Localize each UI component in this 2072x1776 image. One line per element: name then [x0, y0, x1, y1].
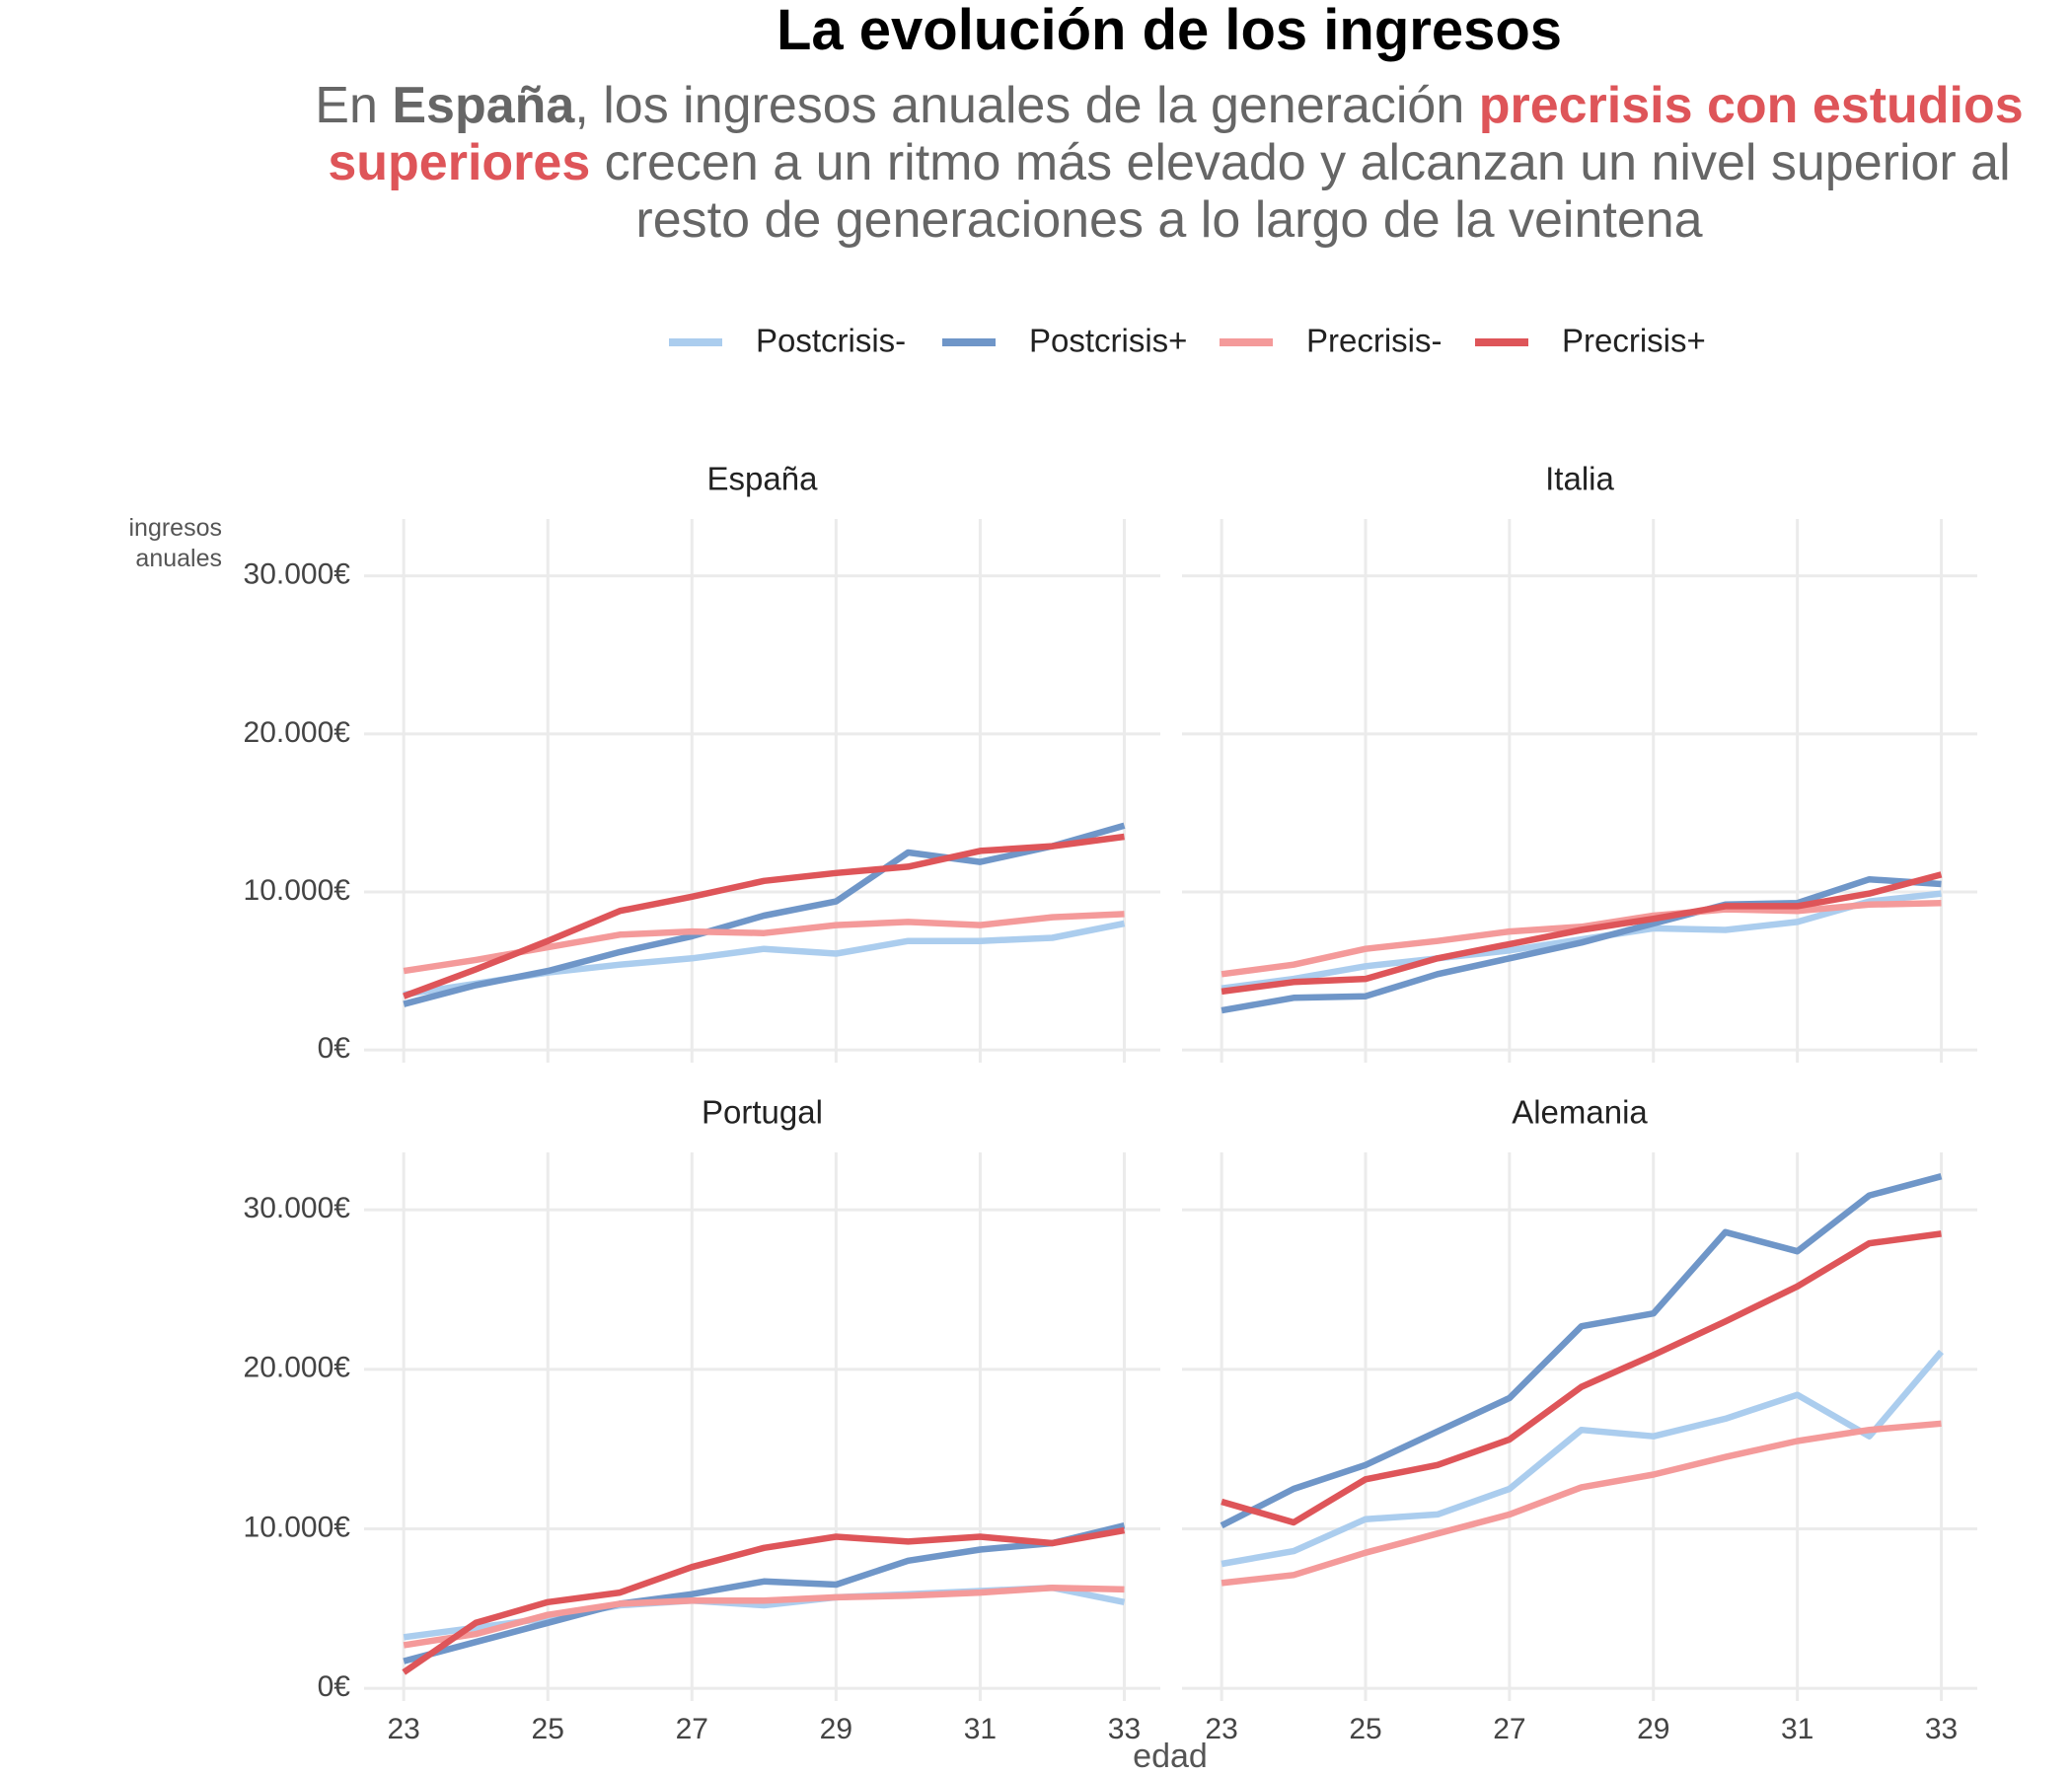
x-tick-label: 33 [1925, 1713, 1958, 1745]
series-line [403, 833, 1125, 999]
subtitle-part: España [392, 77, 575, 134]
series-line [1221, 1420, 1942, 1587]
x-tick-label: 33 [1108, 1713, 1141, 1745]
legend-label: Postcrisis+ [1029, 323, 1187, 359]
title: La evolución de los ingresos [776, 0, 1563, 62]
x-tick-label: 25 [1349, 1713, 1381, 1745]
y-tick-label: 0€ [318, 1032, 351, 1065]
y-tick-label: 0€ [318, 1670, 351, 1703]
panel-title: España [707, 461, 819, 497]
panel-title: Alemania [1512, 1094, 1648, 1131]
series-line [403, 1522, 1126, 1665]
legend-label: Precrisis+ [1562, 323, 1706, 359]
series-line [1221, 1349, 1944, 1568]
x-axis-label: edad [1133, 1738, 1208, 1775]
subtitle-part: precrisis con estudios superiores [328, 77, 2024, 191]
x-tick-label: 31 [1781, 1713, 1813, 1745]
series-line [1221, 871, 1943, 996]
x-tick-label: 25 [532, 1713, 564, 1745]
y-tick-label: 10.000€ [244, 1511, 351, 1543]
series-line [1221, 875, 1942, 1014]
legend-label: Precrisis- [1306, 323, 1443, 359]
series-line [403, 1584, 1125, 1649]
series-line [1220, 1173, 1943, 1529]
y-tick-label: 10.000€ [244, 874, 351, 907]
series-line [403, 822, 1126, 1007]
panel-title: Italia [1545, 461, 1614, 497]
subtitle: En España, los ingresos anuales de la ge… [266, 77, 2072, 249]
y-tick-label: 30.000€ [244, 1192, 351, 1224]
subtitle-part: En [315, 77, 393, 134]
x-tick-label: 27 [676, 1713, 708, 1745]
series-line [402, 1526, 1126, 1675]
x-tick-label: 31 [964, 1713, 997, 1745]
x-tick-label: 23 [387, 1713, 419, 1745]
y-axis-label: ingresos anuales [128, 514, 223, 572]
y-tick-label: 20.000€ [244, 716, 351, 749]
legend-label: Postcrisis- [756, 323, 906, 359]
x-tick-label: 29 [1637, 1713, 1669, 1745]
x-tick-label: 27 [1493, 1713, 1525, 1745]
subtitle-part: , los ingresos anuales de la generación [574, 77, 1479, 134]
panel-title: Portugal [702, 1094, 823, 1131]
series-line [1221, 1230, 1942, 1526]
subtitle-part: crecen a un ritmo más elevado y alcanzan… [590, 134, 2011, 249]
y-tick-label: 20.000€ [244, 1352, 351, 1384]
x-tick-label: 23 [1205, 1713, 1237, 1745]
x-tick-label: 29 [820, 1713, 852, 1745]
y-tick-label: 30.000€ [244, 558, 351, 591]
